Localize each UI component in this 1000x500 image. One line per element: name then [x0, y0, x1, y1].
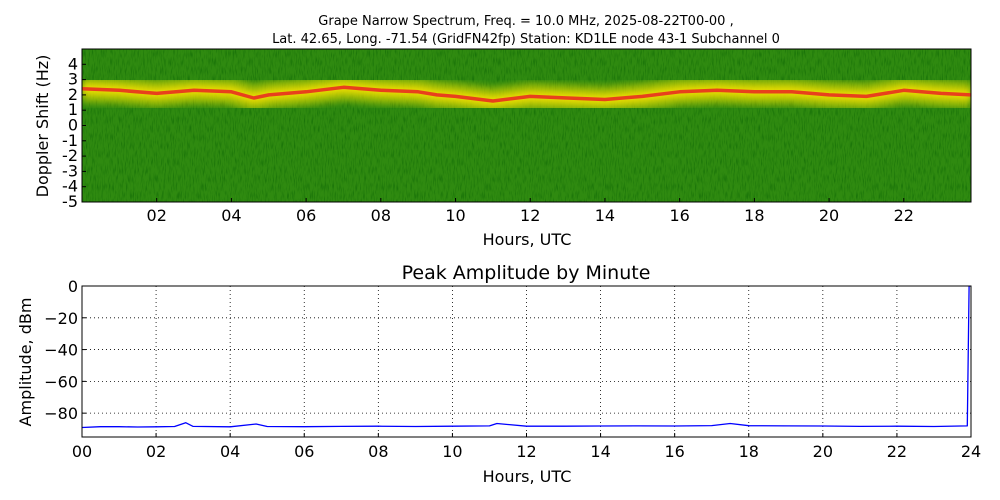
amplitude-plot-area — [82, 286, 971, 437]
spectrogram-x-tick-label: 14 — [595, 206, 615, 225]
spectrogram-y-tick-label: 2 — [68, 85, 78, 104]
amplitude-panel: Peak Amplitude by Minute 0 −20 −40 −60 −80 0… — [16, 262, 981, 486]
spectrogram-x-axis-label: Hours, UTC — [483, 230, 572, 249]
spectrogram-y-tick-label: 3 — [68, 70, 78, 89]
chart-title-line-2: Lat. 42.65, Long. -71.54 (GridFN42fp) St… — [272, 32, 780, 47]
chart-title-line-1: Grape Narrow Spectrum, Freq. = 10.0 MHz,… — [318, 14, 733, 29]
amplitude-x-tick-label: 10 — [442, 442, 462, 461]
spectrogram-y-tick-label: -5 — [62, 192, 78, 211]
amplitude-x-tick-label: 14 — [590, 442, 610, 461]
spectrogram-x-tick-label: 08 — [371, 206, 391, 225]
amplitude-y-tick-label: −60 — [44, 372, 78, 391]
spectrogram-y-tick-label: -1 — [62, 131, 78, 150]
spectrogram-y-tick-label: -3 — [62, 161, 78, 180]
amplitude-x-tick-label: 20 — [813, 442, 833, 461]
spectrogram-x-tick-label: 04 — [221, 206, 241, 225]
amplitude-y-axis-label: Amplitude, dBm — [16, 298, 35, 427]
amplitude-x-tick-label: 12 — [516, 442, 536, 461]
spectrogram-y-tick-label: 0 — [68, 116, 78, 135]
spectrogram-noise-texture — [82, 49, 971, 202]
spectrogram-y-tick-label: -2 — [62, 146, 78, 165]
amplitude-x-tick-label: 16 — [664, 442, 684, 461]
spectrogram-x-tick-label: 18 — [744, 206, 764, 225]
amplitude-y-tick-label: −40 — [44, 341, 78, 360]
spectrogram-x-tick-label: 02 — [147, 206, 167, 225]
spectrogram-x-tick-label: 20 — [819, 206, 839, 225]
amplitude-x-tick-label: 00 — [72, 442, 92, 461]
amplitude-x-tick-label: 04 — [220, 442, 240, 461]
amplitude-x-axis-label: Hours, UTC — [483, 467, 572, 486]
spectrogram-y-tick-label: 4 — [68, 54, 78, 73]
amplitude-x-tick-label: 22 — [887, 442, 907, 461]
amplitude-x-tick-label: 02 — [146, 442, 166, 461]
spectrogram-panel: Grape Narrow Spectrum, Freq. = 10.0 MHz,… — [33, 14, 972, 249]
doppler-peak-trace — [82, 85, 971, 103]
amplitude-y-tick-label: −20 — [44, 309, 78, 328]
spectrogram-y-tick-label: -4 — [62, 177, 78, 196]
amplitude-x-tick-label: 24 — [961, 442, 981, 461]
amplitude-y-tick-label: 0 — [68, 277, 78, 296]
spectrogram-y-tick-label: 1 — [68, 100, 78, 119]
amplitude-y-tick-label: −80 — [44, 404, 78, 423]
amplitude-chart-title: Peak Amplitude by Minute — [402, 262, 651, 284]
spectrogram-image — [82, 49, 971, 202]
amplitude-series-line — [82, 286, 971, 429]
spectrogram-x-tick-label: 10 — [445, 206, 465, 225]
amplitude-x-tick-label: 18 — [739, 442, 759, 461]
spectrogram-y-axis-label: Doppler Shift (Hz) — [33, 55, 52, 198]
spectrogram-x-tick-label: 12 — [520, 206, 540, 225]
amplitude-x-tick-label: 08 — [368, 442, 388, 461]
amplitude-x-tick-label: 06 — [294, 442, 314, 461]
spectrogram-x-tick-label: 22 — [894, 206, 914, 225]
spectrogram-x-tick-label: 16 — [669, 206, 689, 225]
spectrogram-x-tick-label: 06 — [296, 206, 316, 225]
